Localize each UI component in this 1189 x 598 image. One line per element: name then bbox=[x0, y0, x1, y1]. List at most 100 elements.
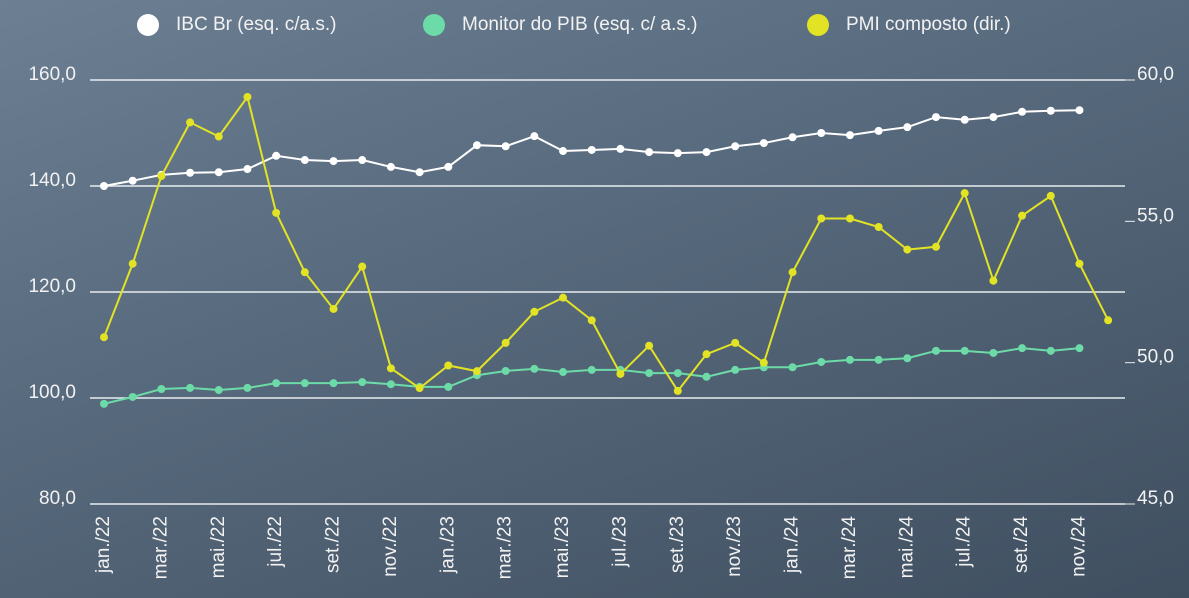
data-point bbox=[1075, 106, 1084, 115]
legend-swatch bbox=[423, 14, 445, 36]
y2-tick-label: 55,0 bbox=[1137, 205, 1174, 226]
data-point bbox=[243, 92, 252, 101]
data-point bbox=[989, 276, 998, 285]
data-point bbox=[415, 168, 424, 177]
data-point bbox=[702, 350, 711, 359]
data-point bbox=[903, 123, 912, 132]
data-point bbox=[759, 139, 768, 148]
data-point bbox=[415, 384, 424, 393]
data-point bbox=[673, 369, 682, 378]
data-point bbox=[817, 214, 826, 223]
x-tick-label: mar./22 bbox=[150, 516, 171, 579]
data-point bbox=[100, 399, 108, 408]
series-line bbox=[103, 347, 1080, 405]
data-point bbox=[616, 369, 625, 378]
data-point bbox=[903, 354, 912, 363]
data-point bbox=[157, 172, 166, 181]
data-point bbox=[530, 307, 539, 316]
data-point bbox=[444, 162, 453, 171]
data-point bbox=[1046, 106, 1055, 115]
x-tick-label: nov./23 bbox=[724, 516, 745, 577]
data-point bbox=[128, 176, 137, 185]
data-point bbox=[243, 383, 252, 392]
data-point bbox=[186, 168, 195, 177]
data-point bbox=[731, 142, 740, 151]
data-point bbox=[272, 151, 281, 160]
data-point bbox=[472, 367, 481, 376]
y-tick-label: 160,0 bbox=[28, 64, 76, 85]
data-point bbox=[731, 365, 740, 374]
x-tick-label: nov./24 bbox=[1068, 516, 1089, 577]
data-point bbox=[874, 355, 883, 364]
data-point bbox=[788, 268, 797, 277]
data-point bbox=[243, 165, 252, 174]
data-point bbox=[932, 242, 941, 251]
data-point bbox=[845, 214, 854, 223]
legend-swatch bbox=[137, 14, 159, 36]
data-point bbox=[128, 392, 137, 401]
x-tick-label: jul./24 bbox=[954, 516, 975, 568]
data-point bbox=[645, 369, 654, 378]
data-point bbox=[1018, 344, 1027, 353]
data-point bbox=[100, 182, 108, 190]
data-point bbox=[300, 156, 309, 165]
data-point bbox=[386, 380, 395, 389]
data-point bbox=[702, 148, 711, 157]
data-point bbox=[702, 372, 711, 381]
data-point bbox=[1018, 211, 1027, 220]
data-point bbox=[530, 132, 539, 141]
x-tick-label: jul./23 bbox=[609, 516, 630, 568]
data-point bbox=[616, 144, 625, 153]
data-point bbox=[645, 148, 654, 157]
data-point bbox=[673, 386, 682, 395]
data-point bbox=[989, 113, 998, 122]
data-point bbox=[358, 378, 367, 387]
data-point bbox=[501, 338, 510, 347]
data-point bbox=[329, 379, 338, 388]
data-point bbox=[874, 222, 883, 231]
data-point bbox=[989, 348, 998, 357]
data-point bbox=[960, 346, 969, 355]
legend-label: PMI composto (dir.) bbox=[846, 14, 1011, 35]
x-tick-label: jul./22 bbox=[265, 516, 286, 568]
data-point bbox=[587, 316, 596, 325]
legend-swatch bbox=[807, 14, 829, 36]
legend-label: IBC Br (esq. c/a.s.) bbox=[176, 14, 336, 35]
x-tick-label: nov./22 bbox=[380, 516, 401, 577]
x-tick-label: mai./22 bbox=[208, 516, 229, 578]
data-point bbox=[472, 141, 481, 150]
x-tick-label: mar./23 bbox=[495, 516, 516, 579]
data-point bbox=[100, 333, 108, 342]
data-point bbox=[559, 368, 568, 377]
data-point bbox=[845, 355, 854, 364]
x-tick-label: mai./24 bbox=[896, 516, 917, 579]
data-point bbox=[128, 259, 137, 268]
x-tick-label: jan./24 bbox=[782, 516, 803, 574]
data-point bbox=[817, 357, 826, 366]
data-point bbox=[272, 208, 281, 217]
data-point bbox=[673, 149, 682, 158]
data-point bbox=[645, 341, 654, 350]
x-tick-label: jan./23 bbox=[437, 516, 458, 574]
data-point bbox=[1046, 346, 1055, 355]
data-point bbox=[300, 379, 309, 388]
data-point bbox=[559, 147, 568, 156]
data-point bbox=[587, 145, 596, 154]
data-point bbox=[788, 363, 797, 372]
y-tick-label: 80,0 bbox=[39, 488, 76, 509]
data-point bbox=[817, 129, 826, 137]
data-point bbox=[386, 364, 395, 373]
data-point bbox=[1075, 259, 1084, 268]
data-point bbox=[788, 133, 797, 142]
series-line bbox=[103, 94, 1110, 393]
data-point bbox=[272, 379, 281, 388]
data-point bbox=[214, 132, 223, 141]
y-tick-label: 100,0 bbox=[28, 382, 76, 403]
x-tick-label: set./22 bbox=[323, 516, 344, 573]
data-point bbox=[1018, 107, 1027, 116]
x-tick-label: mai./23 bbox=[552, 516, 573, 578]
data-point bbox=[358, 156, 367, 165]
data-point bbox=[1046, 191, 1055, 200]
data-point bbox=[932, 113, 941, 122]
